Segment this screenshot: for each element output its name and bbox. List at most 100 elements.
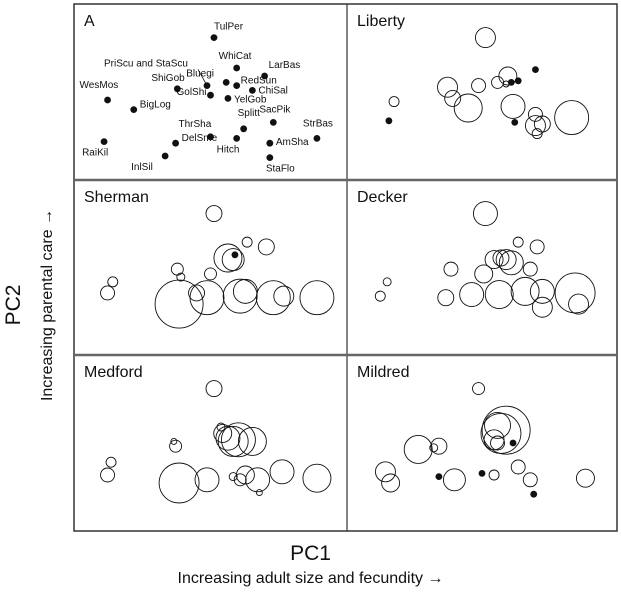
abundance-circle — [554, 272, 596, 314]
species-label: RaiKil — [82, 148, 108, 159]
abundance-circle — [255, 489, 263, 497]
species-label: WesMos — [80, 80, 119, 91]
abundance-circle — [531, 296, 553, 318]
species-label: WhiCat — [219, 51, 252, 62]
abundance-circle — [500, 93, 526, 119]
abundance-circle — [568, 293, 590, 315]
abundance-circle — [529, 239, 545, 255]
species-label: GolShi — [177, 87, 207, 98]
abundance-circle — [498, 66, 518, 86]
abundance-circle — [444, 89, 462, 107]
y-axis-title-text: PC2 — [2, 284, 25, 326]
species-point — [233, 135, 241, 142]
species-point — [266, 154, 274, 162]
abundance-circle — [302, 463, 332, 493]
species-point — [507, 79, 515, 86]
species-point — [269, 119, 277, 126]
species-point — [224, 95, 232, 102]
species-point — [231, 251, 239, 259]
abundance-circle — [204, 267, 217, 281]
abundance-circle — [170, 437, 178, 445]
species-point — [210, 34, 218, 41]
abundance-circle — [169, 439, 183, 453]
abundance-circle — [492, 249, 510, 267]
abundance-circle — [510, 276, 540, 306]
abundance-circle — [388, 96, 400, 108]
panel-title-medford: Medford — [84, 364, 143, 381]
species-point — [172, 139, 180, 147]
abundance-circle — [575, 468, 595, 488]
abundance-circle — [430, 437, 448, 455]
abundance-circle — [437, 76, 458, 98]
panel-decker — [374, 201, 596, 318]
abundance-circle — [554, 100, 590, 136]
species-label: Splitt — [238, 108, 260, 119]
abundance-circle — [213, 423, 233, 443]
abundance-circle — [498, 250, 524, 276]
abundance-circle — [381, 473, 401, 493]
abundance-circle — [105, 456, 117, 468]
abundance-circle — [459, 282, 485, 307]
species-label: YelGob — [234, 94, 267, 105]
abundance-circle — [255, 280, 291, 316]
species-point — [248, 87, 256, 94]
abundance-circle — [529, 278, 555, 304]
abundance-circle — [483, 429, 505, 451]
panel-title-mildred: Mildred — [357, 364, 409, 381]
species-point — [207, 133, 214, 141]
panel-liberty — [385, 27, 590, 140]
abundance-circle — [205, 205, 223, 222]
abundance-circle — [453, 93, 483, 123]
panel-title-decker: Decker — [357, 189, 408, 206]
abundance-circle — [220, 422, 256, 458]
x-axis-title: PC1 — [290, 542, 331, 565]
panel-medford — [100, 380, 332, 504]
abundance-circle — [524, 115, 546, 137]
abundance-circle — [100, 467, 116, 483]
species-point — [207, 91, 214, 99]
abundance-circle — [522, 261, 538, 277]
abundance-circle — [531, 128, 543, 140]
abundance-circle — [374, 461, 396, 483]
species-point — [161, 152, 169, 160]
species-point — [532, 66, 539, 73]
abundance-circle — [512, 236, 524, 248]
abundance-circle — [221, 248, 245, 272]
abundance-circle — [382, 277, 392, 287]
abundance-circle — [245, 467, 271, 493]
species-point — [385, 117, 393, 125]
species-label: DelSme — [182, 133, 218, 144]
abundance-circle — [154, 279, 204, 329]
species-label: ThrSha — [179, 119, 212, 130]
species-point — [130, 106, 138, 113]
species-label: BigLog — [140, 100, 171, 111]
abundance-circle — [222, 278, 258, 314]
species-label: Hitch — [217, 144, 240, 155]
abundance-circle — [484, 250, 504, 270]
panel-title-liberty: Liberty — [357, 13, 405, 30]
species-point — [233, 82, 241, 89]
species-label: StrBas — [303, 118, 333, 129]
abundance-circle — [176, 272, 186, 282]
abundance-circle — [257, 238, 275, 256]
species-point — [509, 439, 517, 447]
species-label: RedSun — [241, 76, 277, 87]
abundance-circle — [429, 443, 439, 453]
abundance-circle — [490, 435, 505, 451]
abundance-circle — [403, 434, 433, 464]
abundance-circle — [273, 285, 295, 307]
abundance-circle — [495, 249, 517, 271]
abundance-circle — [527, 106, 543, 122]
species-label: ChiSal — [258, 85, 287, 96]
species-point — [313, 135, 321, 142]
species-point — [478, 470, 486, 477]
y-axis-subtitle-text: Increasing parental care → — [39, 208, 56, 402]
species-point — [261, 72, 268, 80]
abundance-circle — [484, 411, 511, 439]
species-label: TulPer — [214, 22, 244, 33]
abundance-circle — [299, 280, 335, 316]
species-label: ShiGob — [151, 73, 185, 84]
panel-a — [100, 34, 321, 162]
abundance-circle — [522, 472, 538, 488]
